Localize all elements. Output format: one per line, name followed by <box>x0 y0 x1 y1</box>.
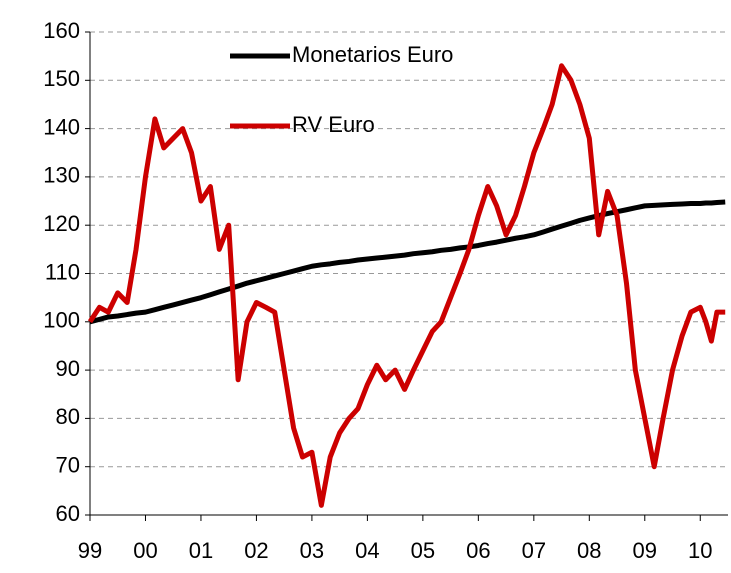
series-line <box>87 63 726 508</box>
y-tick-label: 80 <box>56 404 80 429</box>
y-tick-label: 70 <box>56 453 80 478</box>
x-tick-label: 10 <box>688 538 712 563</box>
x-tick-label: 04 <box>355 538 379 563</box>
x-tick-label: 09 <box>633 538 657 563</box>
x-tick-label: 00 <box>133 538 157 563</box>
series-line <box>89 199 726 325</box>
x-tick-label: 05 <box>411 538 435 563</box>
y-tick-label: 60 <box>56 501 80 526</box>
x-tick-label: 07 <box>522 538 546 563</box>
x-tick-label: 08 <box>577 538 601 563</box>
legend-label: Monetarios Euro <box>292 42 453 67</box>
y-tick-label: 120 <box>43 211 80 236</box>
x-tick-label: 03 <box>300 538 324 563</box>
y-tick-label: 130 <box>43 163 80 188</box>
legend-label: RV Euro <box>292 112 375 137</box>
y-tick-label: 110 <box>45 259 80 284</box>
x-tick-label: 99 <box>78 538 102 563</box>
y-tick-label: 100 <box>43 308 80 333</box>
y-tick-label: 90 <box>56 356 80 381</box>
x-tick-label: 02 <box>244 538 268 563</box>
y-tick-label: 140 <box>43 114 80 139</box>
x-tick-label: 06 <box>466 538 490 563</box>
y-tick-label: 160 <box>43 18 80 43</box>
x-tick-label: 01 <box>189 538 213 563</box>
y-tick-label: 150 <box>43 66 80 91</box>
